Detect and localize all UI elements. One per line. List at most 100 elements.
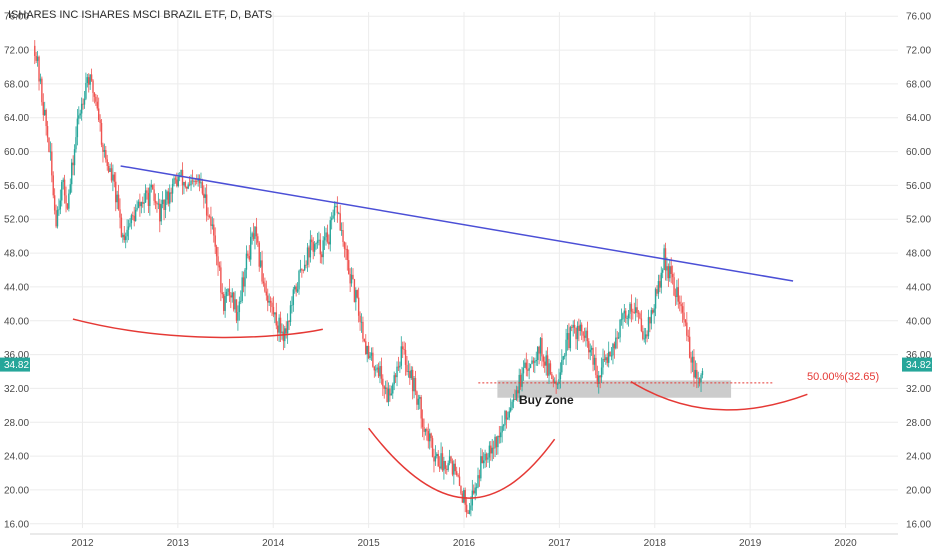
- candle-body: [495, 436, 498, 448]
- candle-body: [431, 438, 434, 458]
- candle-body: [625, 310, 627, 319]
- candle-body: [126, 229, 128, 237]
- y-tick-label-right: 40.00: [906, 316, 931, 327]
- candle-body: [298, 270, 300, 290]
- candle-body: [41, 78, 43, 103]
- candle-body: [208, 216, 211, 217]
- candle-body: [116, 194, 118, 203]
- candle-body: [633, 312, 635, 314]
- candle-body: [622, 313, 624, 320]
- candle-body: [661, 269, 664, 273]
- candle-body: [592, 347, 594, 365]
- candle-body: [478, 475, 481, 479]
- candle-body: [73, 149, 76, 166]
- candle-body: [534, 361, 536, 363]
- candle-body: [518, 374, 520, 394]
- candle-body: [99, 119, 101, 123]
- x-tick-label: 2020: [834, 538, 857, 549]
- candle-body: [566, 333, 569, 340]
- candle-body: [200, 182, 202, 184]
- candle-body: [517, 390, 519, 394]
- candle-body: [186, 186, 188, 189]
- candle-body: [264, 283, 266, 292]
- candle-body: [90, 74, 93, 81]
- candle-body: [36, 56, 39, 61]
- candle-body: [397, 366, 400, 368]
- y-tick-label-right: 44.00: [906, 282, 931, 293]
- candle-body: [164, 199, 167, 210]
- y-tick-label-right: 28.00: [906, 418, 931, 429]
- candle-body: [612, 343, 614, 356]
- candle-body: [548, 363, 550, 376]
- candle-body: [242, 277, 245, 287]
- candle-body: [355, 290, 357, 303]
- y-tick-label-right: 36.00: [906, 350, 931, 361]
- candle-body: [218, 265, 221, 268]
- candle-body: [681, 306, 684, 313]
- candle-body: [150, 184, 152, 188]
- candle-body: [311, 239, 313, 243]
- candle-body: [225, 291, 228, 297]
- candle-body: [79, 113, 81, 116]
- candle-body: [582, 331, 584, 336]
- candle-body: [205, 194, 208, 216]
- candle-body: [55, 210, 57, 227]
- candle-body: [167, 191, 170, 204]
- candle-body: [643, 338, 645, 340]
- candle-body: [265, 291, 268, 296]
- candle-body: [105, 150, 107, 160]
- candle-body: [352, 274, 354, 280]
- candle-body: [366, 345, 368, 355]
- candle-body: [691, 356, 694, 363]
- candle-body: [93, 92, 96, 97]
- y-tick-label-left: 40.00: [4, 316, 29, 327]
- candle-body: [671, 273, 674, 278]
- candle-body: [330, 218, 333, 221]
- candle-body: [240, 300, 242, 302]
- candle-body: [409, 371, 411, 379]
- candle-body: [349, 273, 351, 284]
- candle-body: [690, 357, 692, 363]
- candle-body: [407, 371, 410, 372]
- x-tick-label: 2018: [644, 538, 667, 549]
- x-tick-label: 2019: [739, 538, 762, 549]
- candle-body: [585, 330, 587, 338]
- candle-body: [468, 510, 471, 514]
- candle-body: [404, 349, 407, 365]
- candle-body: [144, 190, 147, 203]
- candle-body: [626, 318, 628, 319]
- candle-body: [427, 430, 429, 442]
- candle-body: [572, 324, 574, 328]
- candle-body: [443, 460, 445, 471]
- candle-body: [698, 378, 701, 383]
- candle-body: [613, 343, 616, 349]
- candle-body: [258, 242, 260, 267]
- candle-body: [149, 187, 151, 206]
- candle-body: [207, 215, 209, 217]
- candle-body: [140, 202, 143, 207]
- candle-body: [666, 266, 668, 271]
- candle-body: [153, 189, 155, 201]
- candle-body: [593, 357, 596, 365]
- candle-body: [509, 407, 512, 412]
- candle-body: [312, 242, 314, 252]
- candle-body: [316, 240, 319, 243]
- candle-body: [687, 335, 689, 337]
- candle-body: [323, 237, 326, 241]
- candle-body: [115, 181, 117, 203]
- candle-body: [35, 55, 37, 61]
- x-tick-label: 2015: [357, 538, 380, 549]
- candle-body: [482, 460, 485, 464]
- candle-body: [203, 193, 205, 198]
- candle-body: [394, 375, 397, 378]
- candle-body: [160, 204, 162, 222]
- candle-body: [346, 249, 349, 261]
- candle-body: [255, 226, 258, 237]
- candle-body: [102, 144, 104, 152]
- candle-body: [52, 175, 54, 196]
- candle-body: [325, 232, 327, 238]
- candle-body: [380, 366, 383, 379]
- candle-body: [234, 299, 236, 310]
- resistance-trendline: [120, 165, 794, 282]
- candle-body: [232, 292, 235, 310]
